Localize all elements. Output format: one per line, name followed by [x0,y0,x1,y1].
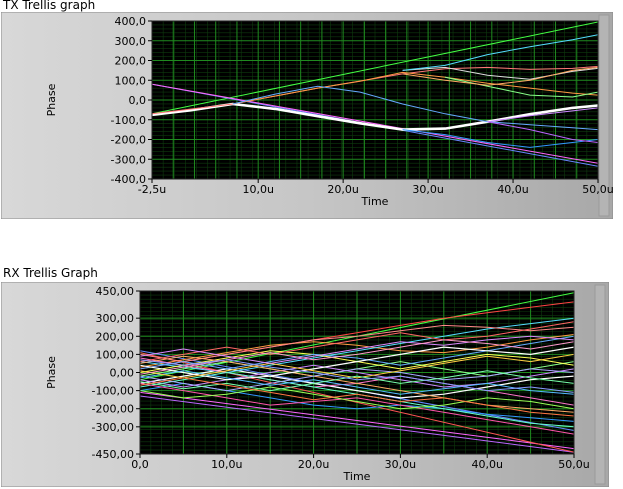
rx-series-line-2 [140,391,574,450]
tx-y-tick-label: -300,0 [111,153,146,166]
tx-y-tick-label: -100,0 [111,114,146,127]
rx-y-tick-label: -300,00 [92,421,134,434]
tx-y-axis-label: Phase [45,83,58,116]
rx-y-tick-label: 100,00 [96,348,135,361]
rx-y-tick-label: 0,00 [110,367,135,380]
rx-series-line-22 [140,386,574,410]
rx-y-tick-label: 300,00 [96,312,135,325]
rx-series-line-8 [140,368,574,399]
tx-x-tick-label: 50,0u [582,183,613,196]
rx-series-line-27 [140,370,574,392]
rx-series-line-14 [140,364,574,388]
tx-series-line-11 [402,34,598,71]
tx-series-line-9 [402,129,598,148]
tx-x-tick-label: 10,0u [242,183,273,196]
tx-series-line-3 [152,83,598,164]
rx-series-line-30 [140,377,574,417]
tx-series-line-10 [487,121,598,143]
rx-x-tick-label: 20,0u [298,458,329,471]
tx-x-axis-label: Time [361,195,389,208]
tx-y-tick-label: 100,0 [115,74,147,87]
tx-trellis-panel: TX Trellis graph 400,0 300,0 200,0 100,0 0,0… [0,0,623,220]
rx-y-tick-label: -200,00 [92,403,134,416]
rx-series-group [140,292,574,453]
rx-trellis-chart: 450,00 300,00 200,00 100,00 0,00 -100,00 -200,… [1,282,609,487]
rx-y-tick-label: 200,00 [96,330,135,343]
tx-y-tick-label: 400,0 [115,15,147,28]
tx-series-line-14 [402,66,598,86]
rx-series-line-4 [140,352,574,453]
rx-series-line-9 [140,317,574,373]
rx-series-line-25 [140,353,574,379]
tx-x-tick-label: 30,0u [412,183,443,196]
rx-series-line-19 [140,335,574,370]
rx-x-tick-label: 0,0 [131,458,149,471]
tx-chart-title: TX Trellis graph [3,0,96,12]
rx-series-line-28 [140,339,574,375]
rx-y-tick-label: 450,00 [96,285,135,298]
rx-series-line-26 [140,335,574,364]
tx-y-tick-label: 0,0 [129,94,147,107]
tx-series-line-7 [402,66,598,80]
tx-trellis-chart: 400,0 300,0 200,0 100,0 0,0 -100,0 -200,0 -300,… [1,12,613,219]
rx-chart-title: RX Trellis Graph [3,266,98,280]
tx-frame-edge [598,14,610,217]
rx-series-line-17 [140,355,574,413]
tx-series-group [152,21,598,167]
rx-y-tick-label: -450,00 [92,448,134,461]
rx-frame-edge [594,284,606,485]
tx-y-tick-label: 300,0 [115,35,147,48]
rx-trellis-panel: RX Trellis Graph 450,00 300,00 200,00 100,0… [0,264,623,489]
rx-y-axis-label: Phase [45,356,58,389]
tx-series-line-1 [152,21,598,115]
tx-series-line-13 [487,107,598,123]
tx-y-tick-label: -400,0 [111,173,146,186]
rx-series-line-7 [140,334,574,368]
rx-series-line-23 [140,321,574,363]
rx-x-tick-label: 30,0u [385,458,416,471]
tx-x-tick-label: -2,5u [138,183,166,196]
rx-x-tick-label: 50,0u [558,458,589,471]
rx-x-tick-label: 10,0u [211,458,242,471]
rx-series-line-21 [140,346,574,381]
rx-y-tick-label: -100,00 [92,385,134,398]
tx-y-tick-label: -200,0 [111,134,146,147]
rx-x-tick-label: 40,0u [471,458,502,471]
rx-series-line-15 [140,324,574,363]
tx-x-tick-label: 20,0u [327,183,358,196]
rx-series-line-18 [140,368,574,392]
rx-series-line-3 [140,395,574,453]
tx-y-tick-label: 200,0 [115,55,147,68]
tx-x-tick-label: 40,0u [497,183,528,196]
rx-series-line-29 [140,359,574,393]
rx-x-axis-label: Time [343,470,371,483]
tx-series-line-8 [232,85,598,131]
rx-series-line-24 [140,370,574,395]
